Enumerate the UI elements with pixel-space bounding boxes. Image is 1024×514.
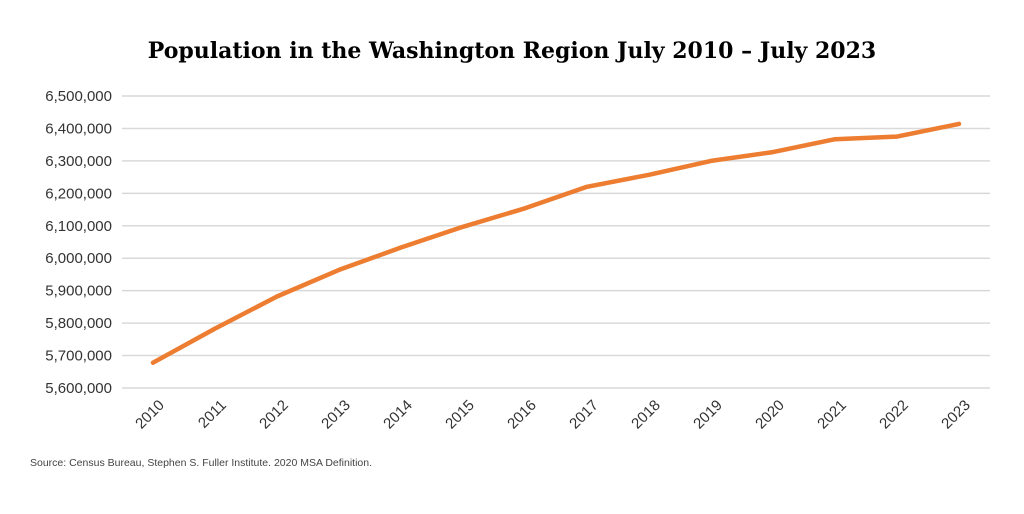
y-tick-label: 6,100,000 — [45, 218, 112, 235]
data-point — [523, 206, 527, 211]
x-tick-label: 2023 — [938, 397, 974, 433]
series-line-population — [150, 121, 962, 365]
y-tick-label: 5,700,000 — [45, 348, 112, 365]
series-layer — [150, 121, 962, 365]
x-tick-label: 2011 — [195, 397, 230, 432]
x-tick-label: 2013 — [318, 397, 354, 433]
x-axis-tick-labels: 2010 2011 2012 2013 2014 2015 2016 2017 2018 2019… — [132, 397, 974, 433]
data-point — [585, 184, 589, 189]
chart-title: Population in the Washington Region July… — [147, 38, 877, 64]
data-point — [213, 326, 217, 331]
y-tick-label: 6,400,000 — [45, 120, 112, 137]
x-tick-label: 2022 — [876, 397, 912, 433]
y-tick-label: 5,600,000 — [45, 380, 112, 397]
x-tick-label: 2021 — [814, 397, 850, 433]
y-tick-label: 6,000,000 — [45, 250, 112, 267]
data-point — [895, 134, 899, 139]
x-tick-label: 2012 — [256, 397, 292, 433]
source-note: Source: Census Bureau, Stephen S. Fuller… — [30, 457, 373, 469]
x-tick-label: 2015 — [442, 397, 478, 433]
data-point — [709, 158, 713, 163]
data-point — [399, 245, 403, 250]
data-point — [151, 360, 155, 365]
y-tick-label: 6,300,000 — [45, 153, 112, 170]
x-tick-label: 2017 — [566, 397, 602, 433]
data-point — [461, 224, 465, 229]
y-tick-label: 6,500,000 — [45, 88, 112, 105]
y-tick-label: 5,800,000 — [45, 315, 112, 332]
x-tick-label: 2019 — [690, 397, 726, 433]
data-point — [833, 137, 837, 142]
x-tick-label: 2020 — [752, 397, 788, 433]
grid-lines — [122, 95, 990, 389]
data-point — [957, 121, 961, 126]
x-tick-label: 2016 — [504, 397, 540, 433]
x-tick-label: 2018 — [628, 397, 664, 433]
data-point — [275, 294, 279, 299]
data-point — [771, 150, 775, 155]
data-point — [647, 172, 651, 177]
y-tick-label: 6,200,000 — [45, 185, 112, 202]
x-tick-label: 2014 — [380, 397, 416, 433]
data-point — [337, 267, 341, 272]
x-tick-label: 2010 — [132, 397, 168, 433]
y-tick-label: 5,900,000 — [45, 283, 112, 300]
y-axis-tick-labels: 5,600,000 5,700,000 5,800,000 5,900,000 6,00… — [45, 88, 112, 397]
